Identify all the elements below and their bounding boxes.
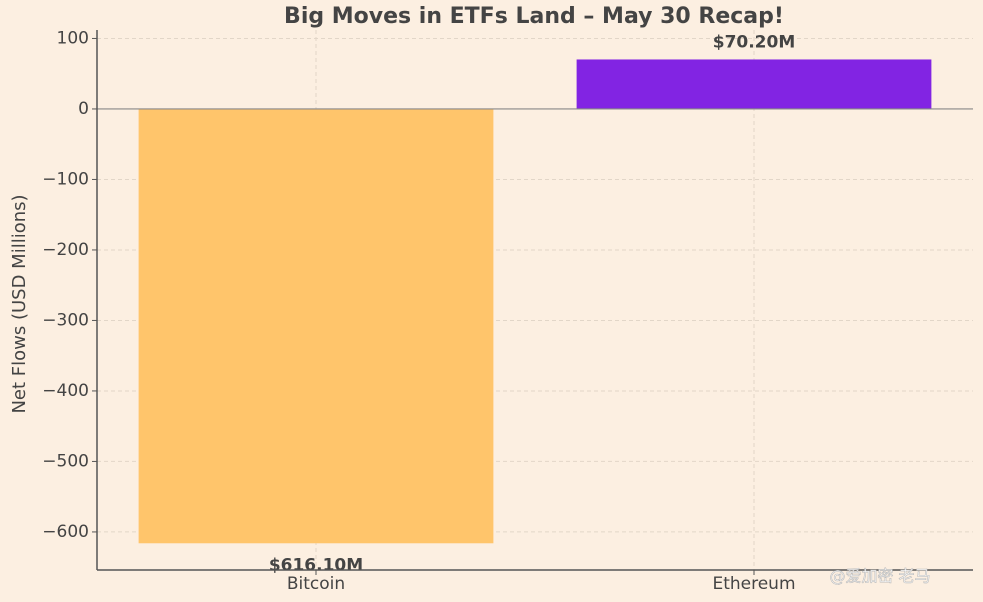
y-axis-label: Net Flows (USD Millions) [9,194,30,413]
x-tick-label: Ethereum [712,574,795,594]
x-tick-label: Bitcoin [287,574,345,594]
y-tick-label: −200 [42,240,89,260]
y-tick-label: −500 [42,451,89,471]
bar [138,108,494,544]
bar [576,59,932,109]
chart-title: Big Moves in ETFs Land – May 30 Recap! [284,4,784,29]
y-tick-label: −300 [42,310,89,330]
y-tick-label: 0 [78,99,89,119]
value-label: $70.20M [713,32,796,52]
y-tick-label: −100 [42,169,89,189]
watermark: @爱加密 老马 [829,567,930,586]
y-tick-label: −400 [42,381,89,401]
y-tick-label: −600 [42,522,89,542]
y-tick-label: 100 [57,28,89,48]
